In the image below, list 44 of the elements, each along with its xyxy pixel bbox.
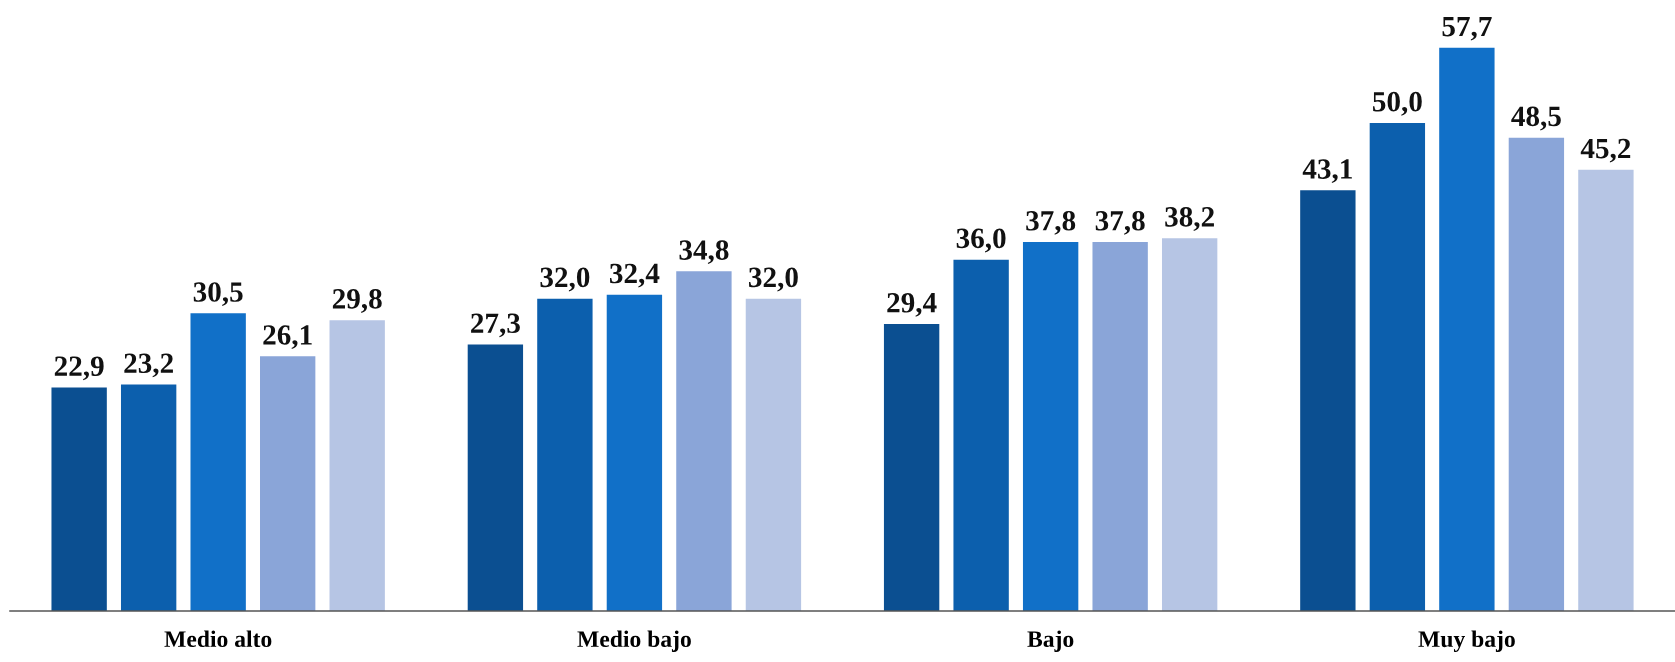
bar — [676, 271, 732, 612]
data-label: 57,7 — [1442, 17, 1492, 41]
bar — [1022, 242, 1079, 612]
bar — [1092, 242, 1148, 612]
bar — [1439, 47, 1495, 612]
data-label: 38,2 — [1165, 207, 1214, 231]
data-label: 50,0 — [1373, 91, 1422, 116]
data-label: 34,8 — [679, 240, 729, 265]
bar — [1508, 137, 1565, 612]
data-label: 29,8 — [332, 289, 382, 313]
bar — [606, 294, 663, 612]
data-label: 27,3 — [471, 313, 520, 338]
bar — [953, 259, 1009, 612]
data-label: 23,2 — [124, 353, 173, 378]
data-label: 30,5 — [193, 282, 243, 307]
bar — [883, 324, 940, 612]
data-label: 32,4 — [609, 263, 660, 288]
data-label: 43,1 — [1302, 159, 1352, 184]
data-label: 45,2 — [1580, 138, 1631, 163]
data-label: 37,8 — [1095, 210, 1145, 235]
x-tick-label: Bajo — [1027, 630, 1074, 652]
bar — [329, 320, 385, 612]
bar — [1578, 169, 1634, 612]
x-tick-label: Muy bajo — [1418, 630, 1515, 652]
bar — [190, 313, 246, 612]
bar — [260, 356, 316, 612]
bar — [51, 387, 107, 612]
data-label: 26,1 — [263, 325, 312, 350]
bar — [745, 298, 802, 612]
x-tick-label: Medio alto — [164, 630, 272, 648]
data-label: 29,4 — [887, 293, 937, 317]
bar — [120, 384, 177, 612]
data-label: 36,0 — [956, 228, 1006, 253]
bar — [1161, 238, 1218, 612]
bar — [1300, 190, 1356, 612]
data-label: 48,5 — [1511, 106, 1561, 131]
data-label: 22,9 — [54, 356, 104, 381]
data-label: 32,0 — [749, 267, 798, 292]
x-tick-label: Medio bajo — [577, 630, 691, 652]
data-label: 32,0 — [540, 267, 590, 292]
bar — [1369, 123, 1426, 612]
bar — [467, 344, 524, 612]
bar — [537, 298, 593, 612]
data-label: 37,8 — [1026, 210, 1076, 235]
